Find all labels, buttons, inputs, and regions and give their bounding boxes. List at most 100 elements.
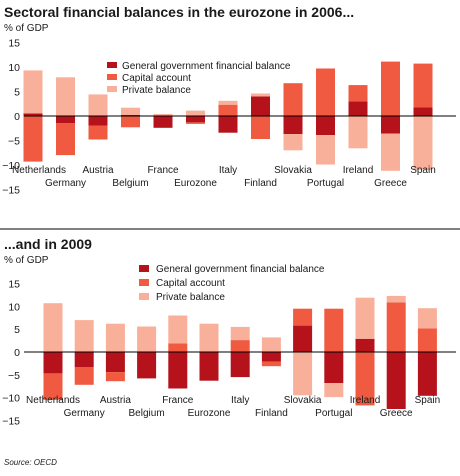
category-label-austria: Austria [100,395,132,406]
bar-capital-italy [230,340,250,352]
bar-private-portugal [324,383,344,398]
bar-government-eurozone [199,352,219,381]
bar-government-finland [251,96,270,116]
panel-2009: ...and in 2009 % of GDP General governme… [2,236,456,427]
bar-government-austria [105,352,125,373]
bar-capital-italy [218,104,238,116]
bar-capital-netherlands [43,373,63,400]
bar-government-slovakia [293,325,313,352]
bar-capital-slovakia [293,308,313,326]
legend-swatch-government [139,265,149,272]
bar-private-finland [261,337,281,352]
bar-government-spain [417,352,437,396]
category-label-eurozone: Eurozone [174,178,217,189]
bar-private-greece [381,133,400,171]
legend-swatch-private [107,86,117,92]
bar-private-italy [218,100,238,105]
bar-private-netherlands [23,70,43,114]
legend-label-capital: Capital account [156,278,225,289]
legend-swatch-capital [107,74,117,80]
bar-government-germany [74,352,94,367]
category-label-belgium: Belgium [112,178,148,189]
y-tick-label: 15 [8,38,20,50]
panel-2006-unit-label: % of GDP [4,23,49,34]
y-tick-label: 0 [14,347,20,359]
bar-capital-austria [105,372,125,382]
category-label-eurozone: Eurozone [188,408,231,419]
bar-private-france [153,114,173,116]
bar-private-germany [74,320,94,352]
bar-government-greece [386,352,406,409]
bar-private-portugal [316,135,335,165]
panel-2006-legend: General government financial balance Cap… [107,61,291,96]
bar-capital-slovakia [283,83,303,116]
bar-government-ireland [348,101,368,116]
y-tick-label: 10 [8,62,20,74]
bar-private-eurozone [199,323,219,352]
y-tick-label: −5 [8,370,20,382]
bar-capital-spain [413,63,433,108]
bar-private-slovakia [283,134,303,151]
category-label-italy: Italy [231,395,249,406]
bar-government-greece [381,116,400,134]
category-label-italy: Italy [219,165,237,176]
bar-private-italy [230,326,250,341]
bar-private-eurozone [186,110,205,116]
panel-2009-x-axis: Netherlands Germany Austria Belgium France Eu… [26,395,440,419]
legend-label-government: General government financial balance [156,264,325,275]
bar-government-belgium [137,352,157,379]
bar-government-austria [88,116,108,126]
category-label-ireland: Ireland [350,395,381,406]
panel-2006: Sectoral financial balances in the euroz… [2,4,456,197]
bar-capital-portugal [316,68,335,116]
y-tick-label: 10 [8,301,20,313]
panel-2009-unit-label: % of GDP [4,255,49,266]
bar-government-ireland [355,338,375,352]
bar-private-spain [413,116,433,170]
bar-capital-belgium [121,116,140,128]
bar-government-italy [218,116,238,133]
category-label-slovakia: Slovakia [274,165,312,176]
source-note: Source: OECD [4,458,57,467]
bar-private-germany [56,77,75,116]
y-tick-label: 5 [14,324,20,336]
y-tick-label: −15 [2,185,20,197]
bar-private-finland [251,93,270,97]
category-label-germany: Germany [64,408,105,419]
bar-government-france [168,352,188,389]
category-label-greece: Greece [374,178,407,189]
panel-2006-x-axis: Netherlands Germany Austria Belgium France Eu… [12,165,436,189]
bar-private-slovakia [293,352,313,396]
bar-private-belgium [137,326,157,352]
y-tick-label: 0 [14,111,20,123]
legend-label-private: Private balance [156,292,225,303]
bar-government-eurozone [186,116,205,123]
bar-government-slovakia [283,116,303,135]
panel-2009-legend: General government financial balance Cap… [139,264,325,303]
bar-capital-greece [381,61,400,116]
panel-2009-title: ...and in 2009 [4,236,92,252]
legend-swatch-capital [139,279,149,286]
panel-2009-bars [43,295,437,409]
bar-capital-netherlands [23,116,43,162]
bar-private-austria [88,94,108,116]
category-label-germany: Germany [45,178,86,189]
category-label-finland: Finland [244,178,277,189]
bar-capital-portugal [324,308,344,352]
bar-government-portugal [316,116,335,136]
category-label-france: France [162,395,194,406]
bar-government-finland [261,352,281,362]
category-label-finland: Finland [255,408,288,419]
bar-private-austria [105,323,125,352]
bar-government-germany [56,116,75,124]
bar-private-greece [386,295,406,303]
legend-label-government: General government financial balance [122,61,291,72]
category-label-portugal: Portugal [315,408,352,419]
y-tick-label: 5 [14,87,20,99]
bar-government-spain [413,107,433,116]
bar-capital-germany [74,367,94,385]
bar-private-ireland [355,297,375,339]
bar-capital-greece [386,302,406,352]
y-tick-label: −15 [2,415,20,427]
category-label-portugal: Portugal [307,178,344,189]
